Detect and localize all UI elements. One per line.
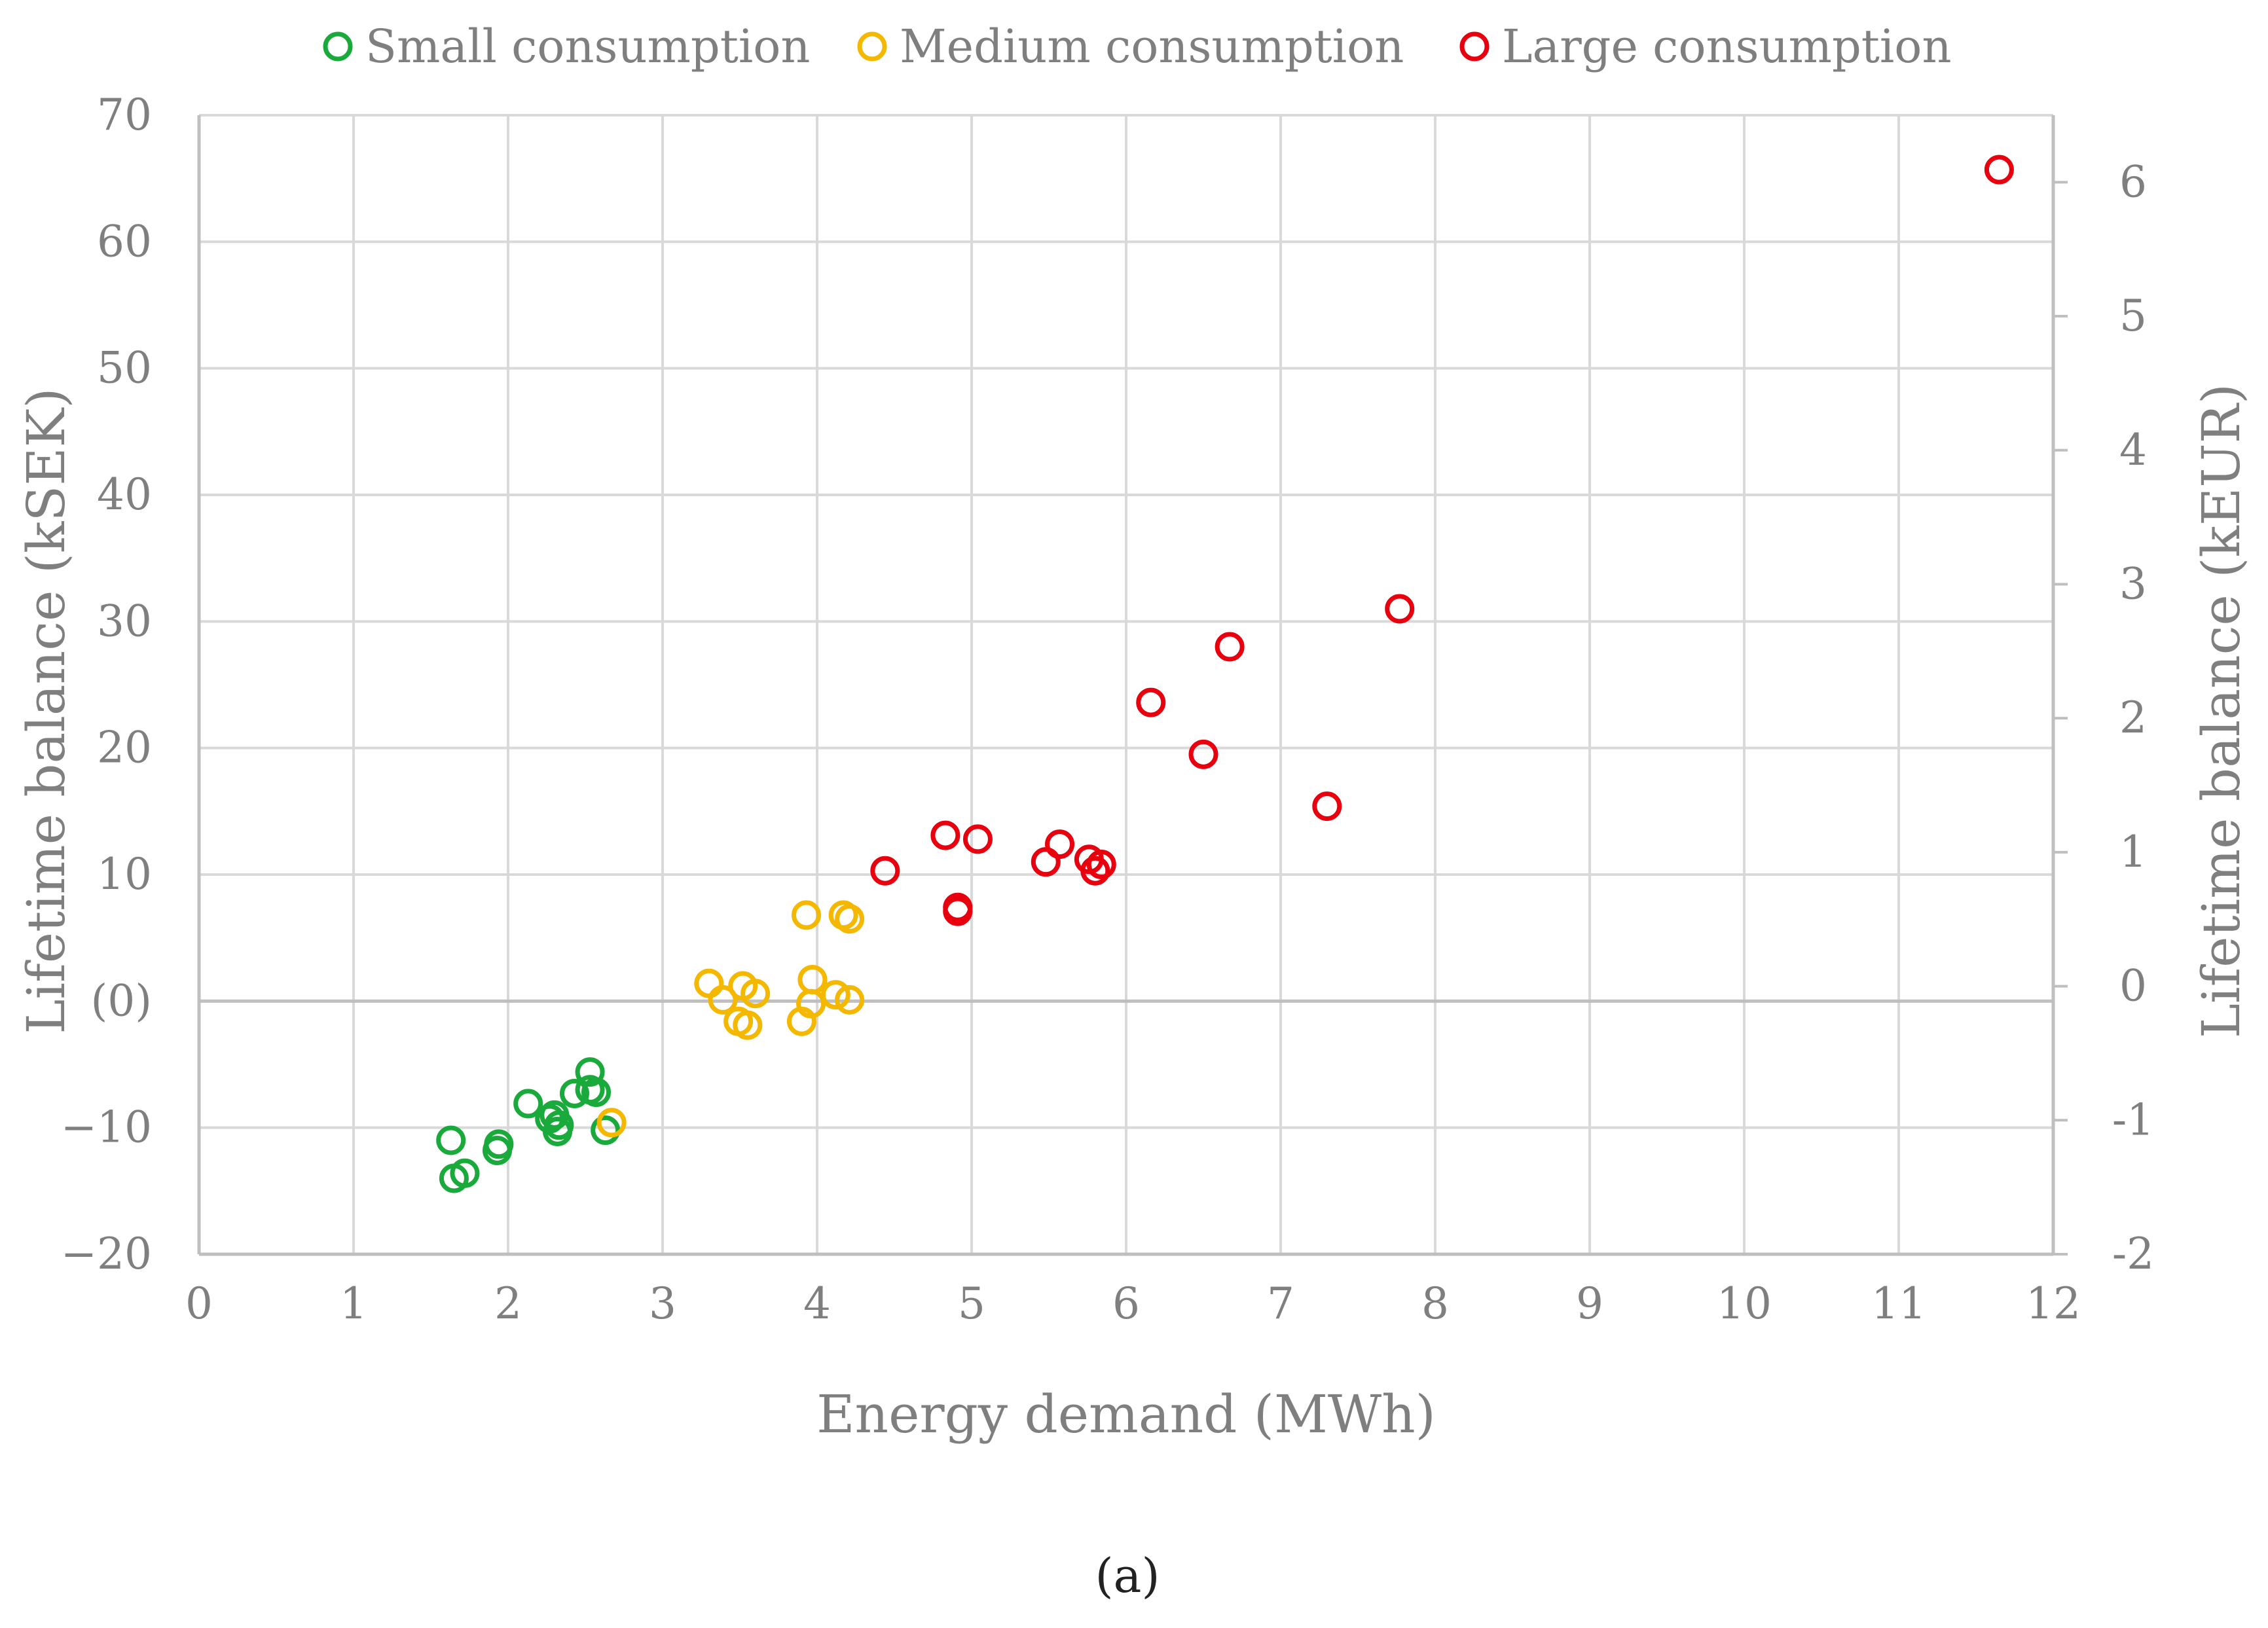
large-consumption-point	[1045, 829, 1075, 859]
y2-tick-label: -2	[2112, 1229, 2154, 1279]
medium-consumption-point	[741, 979, 771, 1009]
large-consumption-point	[1215, 632, 1245, 662]
y2-tick-label: 5	[2119, 291, 2147, 341]
medium-consumption-point	[708, 985, 738, 1015]
large-consumption-point	[1080, 856, 1110, 886]
small-consumption-point	[513, 1089, 543, 1119]
x-tick-label: 12	[2026, 1278, 2081, 1329]
legend-marker-large-consumption	[1459, 31, 1490, 62]
small-consumption-point	[581, 1077, 612, 1108]
y-tick-label: (0)	[91, 975, 153, 1026]
x-tick-label: 1	[340, 1278, 367, 1329]
data-points	[436, 154, 2014, 1193]
legend-label-small-consumption: Small consumption	[365, 20, 810, 73]
medium-consumption-point	[797, 964, 828, 994]
legend-label-medium-consumption: Medium consumption	[900, 20, 1404, 73]
medium-consumption-point	[596, 1108, 627, 1138]
y-tick-label: 70	[97, 90, 152, 140]
medium-consumption-point	[835, 985, 865, 1015]
y-tick-label: 30	[97, 596, 152, 646]
y2-tick-label: 6	[2119, 156, 2147, 207]
y-tick-label: −20	[61, 1229, 152, 1279]
legend-marker-medium-consumption	[857, 31, 887, 62]
small-consumption-point	[559, 1078, 589, 1108]
large-consumption-point	[962, 824, 993, 854]
y2-tick-label: 0	[2119, 961, 2147, 1011]
small-consumption-point	[436, 1125, 466, 1155]
y-tick-label: 20	[97, 723, 152, 773]
axes: 0 1 2 3 4 5 6 7 8 9 10 11 12−20−10(0)10203040506070-…	[61, 90, 2154, 1329]
y-tick-label: 40	[97, 469, 152, 520]
large-consumption-point	[943, 896, 973, 926]
x-axis-title: Energy demand (MWh)	[816, 1384, 1436, 1445]
y2-tick-label: 1	[2119, 827, 2147, 877]
y2-axis-title: Lifetime balance (kEUR)	[2191, 384, 2252, 1038]
y2-tick-label: 3	[2119, 558, 2147, 609]
x-tick-label: 2	[494, 1278, 522, 1329]
medium-consumption-point	[835, 904, 865, 934]
small-consumption-point	[450, 1158, 480, 1188]
medium-consumption-point	[694, 968, 724, 998]
x-tick-label: 4	[803, 1278, 831, 1329]
large-consumption-point	[1188, 739, 1218, 769]
y-axis-title: Lifetime balance (kSEK)	[16, 388, 77, 1034]
x-tick-label: 6	[1112, 1278, 1140, 1329]
large-consumption-point	[1086, 850, 1116, 880]
y2-tick-label: 2	[2119, 693, 2147, 743]
large-consumption-point	[1385, 594, 1415, 624]
x-tick-label: 8	[1421, 1278, 1449, 1329]
y-tick-label: −10	[61, 1102, 152, 1153]
legend-marker-small-consumption	[323, 31, 353, 62]
legend: Small consumption Medium consumption Large…	[323, 20, 1952, 73]
grid	[199, 114, 2055, 1254]
small-consumption-point	[575, 1057, 605, 1087]
large-consumption-point	[930, 820, 960, 850]
large-consumption-point	[1136, 687, 1166, 717]
x-tick-label: 5	[958, 1278, 985, 1329]
figure-caption: (a)	[1095, 1548, 1160, 1603]
x-tick-label: 9	[1576, 1278, 1603, 1329]
y2-tick-label: 4	[2119, 425, 2147, 475]
small-consumption-point	[591, 1115, 621, 1146]
medium-consumption-point	[733, 1010, 763, 1040]
small-consumption-point	[544, 1110, 574, 1140]
large-consumption-point	[1312, 791, 1342, 822]
y2-tick-label: -1	[2112, 1094, 2154, 1145]
x-tick-label: 10	[1717, 1278, 1772, 1329]
y-tick-label: 50	[97, 343, 152, 393]
y-tick-label: 60	[97, 216, 152, 266]
x-tick-label: 7	[1267, 1278, 1294, 1329]
x-tick-label: 0	[185, 1278, 213, 1329]
x-tick-label: 3	[649, 1278, 676, 1329]
x-tick-label: 11	[1871, 1278, 1926, 1329]
small-consumption-point	[484, 1129, 514, 1159]
large-consumption-point	[1984, 154, 2014, 185]
legend-label-large-consumption: Large consumption	[1502, 20, 1952, 73]
medium-consumption-point	[791, 900, 821, 930]
large-consumption-point	[870, 856, 900, 886]
y-tick-label: 10	[97, 849, 152, 899]
large-consumption-point	[1031, 847, 1061, 877]
medium-consumption-point	[820, 980, 850, 1010]
